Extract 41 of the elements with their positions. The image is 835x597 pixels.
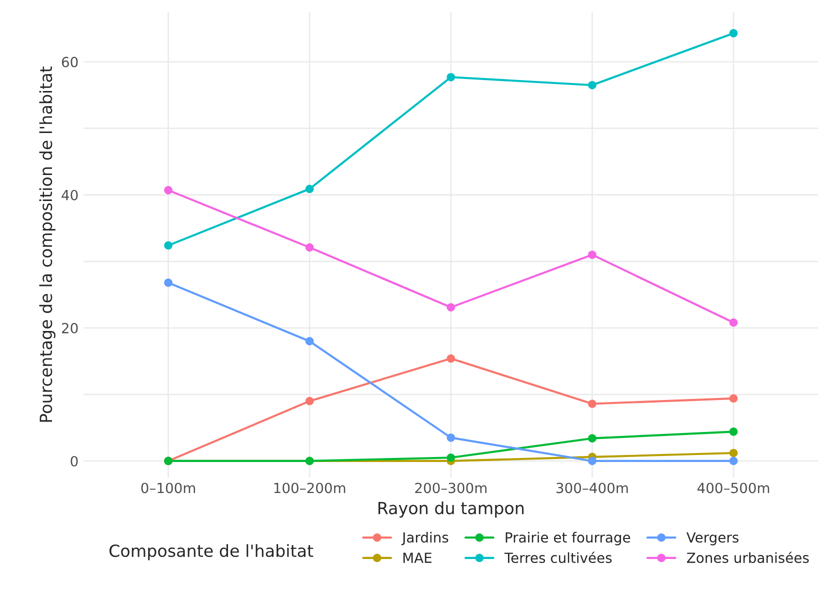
point <box>729 448 738 458</box>
x-tick-label: 300–400m <box>556 482 628 494</box>
point <box>588 80 596 90</box>
point <box>588 400 596 408</box>
x-tick-label: 100–200m <box>274 482 346 494</box>
point <box>305 243 314 252</box>
x-axis-title: Rayon du tampon <box>378 501 524 518</box>
point <box>446 434 456 442</box>
point <box>588 250 596 259</box>
y-tick-label: 0 <box>70 456 78 466</box>
point <box>729 428 738 436</box>
point <box>729 318 738 327</box>
point <box>729 394 738 403</box>
point <box>164 241 172 250</box>
y-axis-title: Pourcentage de la composition de l'habitat <box>39 66 56 422</box>
point <box>446 453 456 462</box>
legend-title: Composante de l'habitat <box>109 544 314 560</box>
point <box>446 354 456 363</box>
legend-label: Prairie et fourrage <box>506 532 630 546</box>
point <box>588 434 596 443</box>
legend-label: Jardins <box>401 532 448 546</box>
point <box>729 29 738 38</box>
x-tick-label: 0–100m <box>141 482 196 494</box>
point <box>305 337 314 346</box>
legend-label: Zones urbanisées <box>687 552 809 564</box>
point <box>729 456 738 466</box>
point <box>164 186 172 194</box>
point <box>588 456 596 466</box>
y-tick-label: 60 <box>62 56 78 68</box>
point <box>305 184 314 194</box>
point <box>305 396 314 406</box>
y-tick-label: 20 <box>62 322 78 334</box>
legend-label: Vergers <box>686 532 738 546</box>
x-tick-label: 400–500m <box>697 482 770 494</box>
point <box>164 278 172 287</box>
y-tick-label: 40 <box>62 190 78 200</box>
x-tick-label: 200–300m <box>415 482 486 494</box>
point <box>446 72 456 82</box>
legend-label: MAE <box>403 552 432 563</box>
legend-label: Terres cultivées <box>504 552 612 564</box>
point <box>446 303 456 312</box>
